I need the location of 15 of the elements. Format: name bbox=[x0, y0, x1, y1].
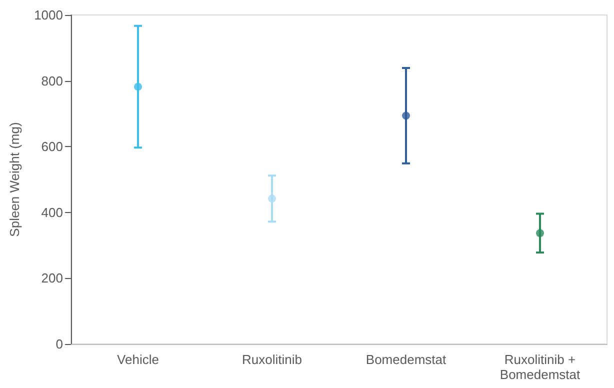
point bbox=[268, 194, 276, 203]
y-tick-label: 1000 bbox=[34, 8, 63, 22]
y-axis-title: Spleen Weight (mg) bbox=[7, 122, 22, 237]
x-tick-label: Bomedemstat bbox=[366, 352, 446, 367]
y-tick-label: 600 bbox=[41, 139, 63, 154]
point bbox=[536, 229, 544, 238]
x-tick-label: Vehicle bbox=[117, 352, 159, 367]
y-tick-label: 200 bbox=[41, 270, 63, 286]
point bbox=[402, 112, 410, 120]
point bbox=[134, 82, 142, 91]
y-tick-label: 800 bbox=[41, 73, 63, 88]
x-tick-label: Ruxolitinib bbox=[242, 352, 302, 367]
y-tick-label: 0 bbox=[56, 336, 63, 352]
y-tick-label: 400 bbox=[41, 204, 63, 220]
x-tick-label: Ruxolitinib + Bomedemstat bbox=[500, 352, 580, 382]
